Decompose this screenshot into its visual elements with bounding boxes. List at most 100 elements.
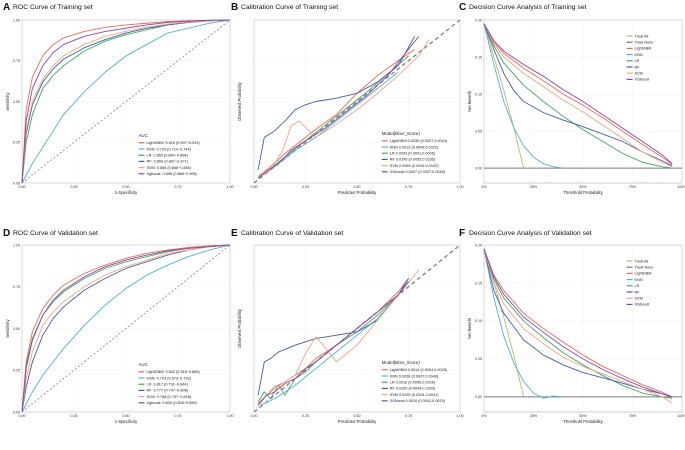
legend-label: RF 0.0160 (0.0044,0.0203)	[390, 387, 436, 391]
series-line-lightgbm	[21, 244, 231, 413]
x-tick-label: 1.00	[227, 414, 234, 418]
series-line-rf	[21, 19, 231, 184]
legend-label: Xgboost: 0.830 (0.805~0.855)	[146, 401, 197, 405]
x-tick-label: 0.75	[405, 185, 412, 189]
x-tick-label: 0.50	[123, 414, 130, 418]
legend-label: Treat None	[635, 41, 654, 45]
x-axis-label: Threshold Probability	[563, 419, 603, 424]
y-tick-label: 0.20	[475, 243, 482, 247]
y-tick-label: 0.50	[13, 327, 20, 331]
series-line-lightgbm	[483, 23, 673, 165]
panel-title: ROC Curve of Validation set	[13, 230, 98, 237]
legend-label: LightGBM 0.0014 (0.0004,0.0025)	[390, 368, 448, 372]
legend-label: LR	[635, 284, 640, 288]
y-tick-label: 0.00	[475, 166, 482, 170]
reference-diagonal	[21, 19, 231, 184]
series-line-xgboost	[21, 244, 231, 413]
legend-label: KNN 0.0028 (0.0007,0.0049)	[390, 374, 439, 378]
y-tick-label: 0.00	[13, 410, 20, 414]
legend-label: XGboost 0.0010 (0.0002,0.0019)	[390, 399, 446, 403]
y-tick-label: 0.05	[475, 357, 482, 361]
x-tick-label: 0.50	[123, 185, 130, 189]
x-tick-label: 0.75	[175, 185, 182, 189]
legend-label: LightGBM	[635, 47, 652, 51]
legend-label: KNN: 0.703 (0.673~0.733)	[146, 376, 191, 380]
x-tick-label: 0.00	[19, 185, 26, 189]
legend: Model(Brier_Score) LightGBM 0.0035 (0.002…	[381, 131, 448, 174]
series-line-treatall	[483, 23, 525, 169]
panel-title: Decision Curve Analysis of Training set	[469, 4, 587, 11]
x-tick-label: 0.75	[175, 414, 182, 418]
legend-label: XGboost	[635, 78, 651, 82]
panel-c: C Decision Curve Analysis of Training set…	[459, 2, 685, 195]
legend: Model(Brier_Score) LightGBM 0.0014 (0.000…	[381, 360, 448, 403]
x-tick-label: 0.25	[71, 414, 78, 418]
legend-label: LR: 0.817 (0.791~0.844)	[146, 383, 188, 387]
y-tick-label: 0.10	[475, 92, 482, 96]
legend-label: LR 0.0003 (0.0001,0.0006)	[390, 152, 436, 156]
legend-label: Treat None	[635, 266, 654, 270]
legend-label: LightGBM 0.0035 (0.0027,0.0044)	[390, 139, 448, 143]
series-line-xgboost	[483, 248, 673, 398]
legend-label: RF	[635, 290, 641, 294]
legend-title: AUC	[138, 133, 147, 138]
panel-title: Calibration Curve of Validation set	[241, 230, 343, 237]
legend-label: LR 0.0016 (0.0005,0.0026)	[390, 381, 436, 385]
panel-title: Decision Curve Analysis of Validation se…	[469, 230, 592, 237]
y-tick-label: 0.25	[13, 369, 20, 373]
legend: Treat All Treat None LightGBM KNN LR RF SVM XGb…	[626, 259, 654, 307]
x-tick-label: 1.00	[457, 414, 464, 418]
y-tick-label: 0.25	[13, 141, 20, 145]
legend-label: SVM	[635, 297, 643, 301]
x-tick-label: 0.25	[71, 185, 78, 189]
series-line-knn	[21, 244, 231, 413]
y-tick-label: 0.00	[13, 181, 20, 185]
y-tick-label: 0.05	[475, 129, 482, 133]
x-tick-label: 0%	[481, 414, 487, 418]
series-line-rf	[483, 248, 673, 398]
x-axis-label: Threshold Probability	[563, 190, 603, 195]
legend-label: KNN	[635, 278, 643, 282]
panel-letter: D	[3, 228, 10, 239]
x-axis-label: 1-Specificity	[115, 419, 138, 424]
x-tick-label: 0.00	[251, 185, 258, 189]
legend-label: LR: 0.852 (0.840~0.864)	[146, 154, 188, 158]
legend: AUC LightGBM: 0.842 (0.818~0.866) KNN: 0.7…	[138, 362, 201, 405]
series-line-svm	[257, 269, 420, 406]
legend-label: Xgboost: 0.898 (0.888~0.908)	[146, 172, 197, 176]
series-line-svm	[483, 248, 673, 404]
legend-label: SVM	[635, 72, 643, 76]
series-line-lightgbm	[257, 48, 415, 177]
legend-title: Model(Brier_Score)	[382, 360, 421, 365]
y-axis-label: Observed Probability	[237, 81, 242, 121]
legend-label: KNN: 0.729 (0.714~0.744)	[146, 147, 191, 151]
reference-diagonal	[253, 244, 461, 413]
series-line-xgboost	[483, 23, 673, 165]
legend: Treat All Treat None LightGBM KNN LR RF SVM XGb…	[626, 34, 654, 82]
legend-title: AUC	[138, 362, 147, 367]
y-tick-label: 0.15	[475, 281, 482, 285]
panel-letter: E	[231, 228, 238, 239]
x-tick-label: 0.25	[302, 185, 309, 189]
x-axis-label: Predicted Probability	[338, 190, 377, 195]
x-axis-label: Predicted Probability	[338, 419, 377, 424]
legend-label: LightGBM	[635, 272, 652, 276]
x-tick-label: 25%	[530, 414, 538, 418]
legend-label: Treat All	[635, 259, 649, 263]
series-line-xgboost	[21, 19, 231, 184]
legend-label: SVM: 0.788 (0.757~0.818)	[146, 395, 191, 399]
x-tick-label: 50%	[579, 414, 587, 418]
y-axis-label: Net Benefit	[467, 90, 472, 112]
series-line-knn	[483, 23, 564, 169]
x-tick-label: 0.75	[405, 414, 412, 418]
legend-label: KNN	[635, 53, 643, 57]
y-tick-label: 0.00	[475, 395, 482, 399]
x-tick-label: 1.00	[227, 185, 234, 189]
x-tick-label: 100%	[677, 414, 685, 418]
legend-label: LR	[635, 59, 640, 63]
x-tick-label: 1.00	[457, 185, 464, 189]
panel-letter: F	[459, 228, 465, 239]
panel-e: E Calibration Curve of Validation set 0.00…	[231, 228, 464, 424]
reference-diagonal	[21, 244, 231, 413]
panel-letter: C	[459, 2, 466, 13]
